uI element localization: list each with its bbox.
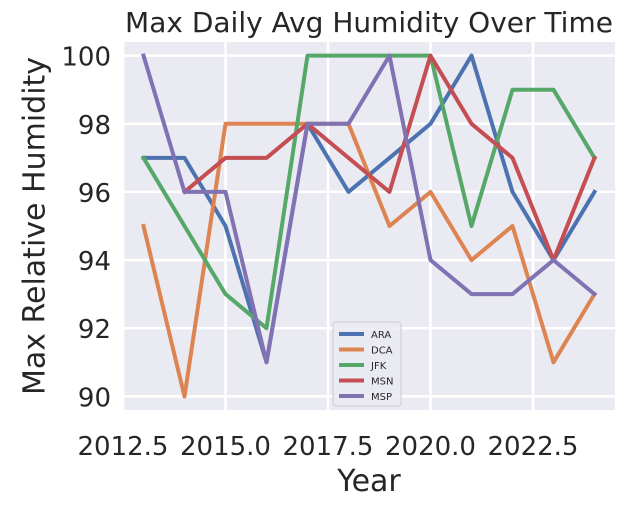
x-tick-labels: 2012.5 2015.0 2017.5 2020.0 2022.5 — [78, 432, 579, 462]
x-tick-label: 2012.5 — [78, 432, 169, 462]
legend-label-msn: MSN — [371, 377, 393, 388]
x-axis-label: Year — [336, 464, 401, 499]
legend: ARA DCA JFK MSN MSP — [332, 321, 402, 407]
y-tick-label: 96 — [78, 179, 111, 209]
y-tick-label: 98 — [78, 111, 111, 141]
series-lines — [140, 53, 598, 399]
legend-label-jfk: JFK — [370, 361, 387, 372]
legend-label-ara: ARA — [371, 330, 391, 341]
series-line-msn — [181, 53, 598, 263]
series-line-msp — [141, 53, 598, 365]
x-tick-label: 2017.5 — [283, 432, 374, 462]
x-tick-label: 2015.0 — [180, 432, 271, 462]
chart-title: Max Daily Avg Humidity Over Time — [125, 6, 613, 39]
legend-label-dca: DCA — [371, 346, 393, 357]
y-axis-label: Max Relative Humidity — [18, 57, 53, 395]
y-tick-label: 90 — [78, 383, 111, 413]
y-tick-label: 92 — [78, 315, 111, 345]
y-tick-label: 94 — [78, 247, 111, 277]
x-tick-label: 2022.5 — [488, 432, 579, 462]
legend-label-msp: MSP — [371, 392, 392, 403]
x-tick-label: 2020.0 — [385, 432, 476, 462]
y-tick-labels: 90 92 94 96 98 100 — [61, 43, 111, 414]
legend-box — [332, 321, 402, 407]
y-tick-label: 100 — [61, 43, 111, 73]
